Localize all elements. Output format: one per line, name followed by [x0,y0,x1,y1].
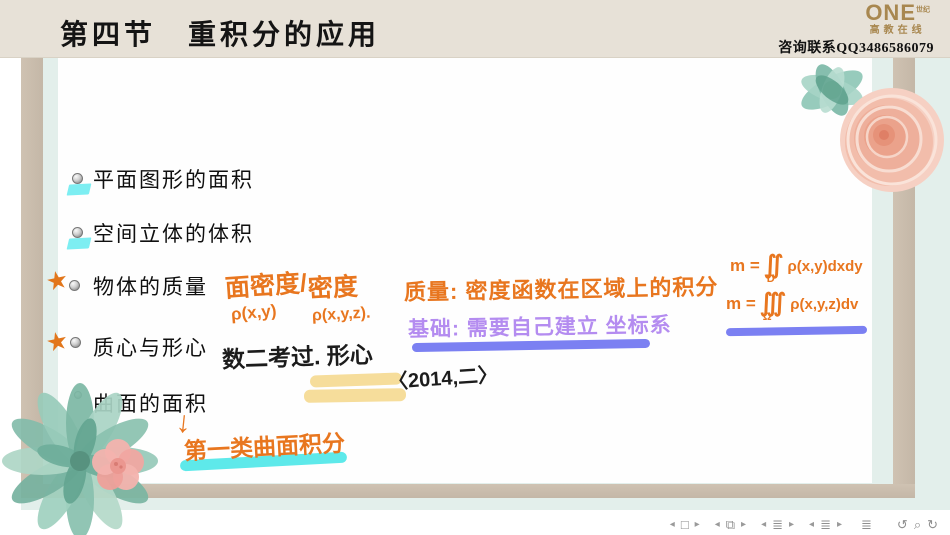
frame-left-bar [21,58,43,498]
slide-canvas [58,58,872,483]
next-section-icon[interactable]: ▸ [789,518,795,530]
cyan-highlight-pad [66,183,92,196]
page-nav-group: ◂ ⧉ ▸ [715,518,746,531]
frame-right-bar [893,58,915,498]
integral-glyph: ∭ [759,289,787,317]
heading-nav-group: ◂ ≣ ▸ [809,518,842,531]
tools-group: ↺ ⌕ ↻ [897,518,938,531]
outline-view2-icon[interactable]: ≣ [820,517,831,532]
brand-logo-subtext: 高教在线 [869,25,926,36]
sphere-bullet-icon [74,391,82,399]
integral-domain: Ω [762,311,772,323]
contact-qq-text: 咨询联系QQ3486586079 [778,41,934,56]
outline-single-icon[interactable]: ≣ [861,517,872,532]
mass-formula-3d: m = ∭ Ω ρ(x,y,z)dv [726,289,859,324]
formula-body: ρ(x,y)dxdy [787,257,863,275]
annotation-basis-note: 基础: 需要自己建立 坐标系 [407,313,672,342]
slide-header-band: 第四节 重积分的应用 ONE世纪 高教在线 咨询联系QQ3486586079 [0,0,950,58]
annotation-density: 密度 [307,272,359,304]
sphere-bullet-icon [72,227,83,238]
prev-page-icon[interactable]: ◂ [714,518,720,530]
page-title: 第四节 重积分的应用 [60,19,381,50]
slide-view-icon[interactable]: □ [680,517,689,532]
annotation-rho-xy: ρ(x,y) [230,301,278,324]
zoom-icon[interactable]: ⌕ [913,517,922,532]
reader-nav-toolbar: ◂ □ ▸ ◂ ⧉ ▸ ◂ ≣ ▸ ◂ ≣ ▸ ≣ ↺ ⌕ ↻ [670,518,938,531]
formula-lhs: m = [726,294,756,313]
redo-icon[interactable]: ↻ [927,517,938,532]
section-nav-group: ◂ ≣ ▸ [761,518,794,531]
prev-heading-icon[interactable]: ◂ [809,518,815,530]
prev-section-icon[interactable]: ◂ [761,518,767,530]
next-heading-icon[interactable]: ▸ [836,518,842,530]
prev-slide-icon[interactable]: ◂ [669,518,675,530]
cyan-highlight-pad [66,237,92,250]
annotation-rho-xyz: ρ(x,y,z). [311,304,371,325]
undo-icon[interactable]: ↺ [896,517,908,532]
mass-formula-2d: m = ∬ D ρ(x,y)dxdy [730,251,863,286]
slide-nav-group: ◂ □ ▸ [670,518,700,531]
list-item: 平面图形的面积 [93,168,254,192]
list-item: 物体的质量 [93,275,208,299]
brand-logo-text: ONE世纪 [865,2,930,24]
brand-logo: ONE世纪 高教在线 [865,2,930,36]
formula-body: ρ(x,y,z)dv [790,295,859,313]
integral-glyph: ∬ [763,251,784,279]
frame-bottom-bar [21,484,915,498]
sphere-bullet-icon [69,280,80,291]
integral-domain: D [766,273,775,285]
next-slide-icon[interactable]: ▸ [694,518,700,530]
annotation-surface-density: 面密度/ [224,269,308,303]
sphere-bullet-icon [72,173,83,184]
double-integral-symbol: ∬ D [763,251,784,286]
sphere-bullet-icon [70,337,81,348]
brand-name: ONE [865,0,916,25]
annotation-math2-note: 数二考过. 形心 [221,341,374,373]
triple-integral-symbol: ∭ Ω [759,289,787,324]
brand-sup-text: 世纪 [916,6,930,14]
list-item: 质心与形心 [93,336,208,360]
next-page-icon[interactable]: ▸ [741,518,747,530]
formula-lhs: m = [730,256,760,275]
outline-view-icon[interactable]: ≣ [772,517,783,532]
pages-view-icon[interactable]: ⧉ [725,517,736,532]
list-item: 空间立体的体积 [93,222,254,246]
app-bottom-strip [0,510,950,535]
